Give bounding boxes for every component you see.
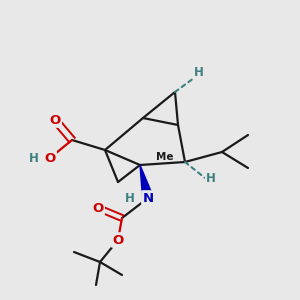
Text: H: H <box>29 152 39 164</box>
Text: O: O <box>112 233 124 247</box>
Text: O: O <box>44 152 56 164</box>
Text: H: H <box>125 191 135 205</box>
Text: H: H <box>194 67 204 80</box>
Text: Me: Me <box>156 152 173 162</box>
Text: O: O <box>92 202 104 214</box>
Text: O: O <box>50 113 61 127</box>
Text: H: H <box>206 172 216 184</box>
Polygon shape <box>140 165 153 199</box>
Text: N: N <box>142 191 154 205</box>
